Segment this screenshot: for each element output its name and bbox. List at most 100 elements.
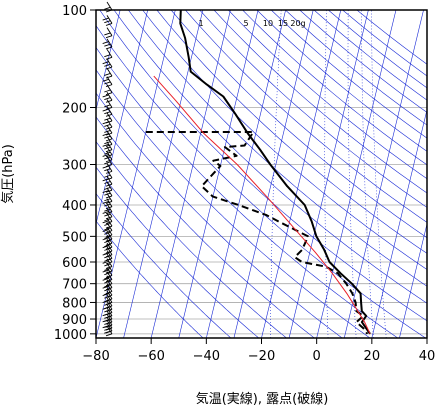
wind-barb-staff [106,234,113,244]
parcel-profile [153,75,371,335]
wind-barb [102,38,113,50]
wind-barb [104,262,113,274]
wind-barb-staff [106,198,113,207]
x-axis-title: 気温(実線), 露点(破線) [196,391,329,407]
wind-barb-staff [106,106,113,115]
wind-barb [104,222,113,234]
x-tick-label: 40 [419,349,436,364]
wind-barb-feather [104,63,111,67]
wind-barb-feather [102,237,109,241]
mixing-ratio-line [347,10,357,338]
isotherm [261,10,342,338]
dry-adiabat [313,10,427,101]
wind-barb-feather [105,159,113,163]
wind-barb [102,92,113,103]
dry-adiabat [356,10,427,65]
wind-barb [104,238,113,250]
wind-barb-feather [102,17,109,21]
wind-barb-staff [106,203,113,213]
wind-barb-staff [106,208,113,218]
wind-barb-feather [104,208,111,212]
wind-barb-feather [102,285,109,289]
y-tick-label: 400 [62,199,87,214]
wind-barb-feather [104,43,111,47]
wind-barb-feather [105,22,113,26]
wind-barb-feather [104,151,111,155]
wind-barb-feather [104,6,111,10]
isotherm [178,10,259,338]
wind-barb-feather [104,81,111,85]
wind-barb-staff [106,279,113,288]
wind-barb-staff [106,230,113,240]
wind-barb-staff [106,141,113,150]
dry-adiabat [96,69,371,338]
wind-barb [104,279,113,291]
wind-barb-feather [104,247,111,251]
isotherm [150,10,231,338]
wind-barb [102,234,113,246]
wind-barb-feather [102,229,109,233]
y-tick-label: 800 [62,296,87,311]
wind-barb-feather [105,35,113,39]
wind-barb-staff [106,319,113,329]
wind-barb-staff [106,67,113,77]
wind-barb [104,84,113,96]
wind-barb-feather [105,46,113,50]
dry-adiabat [156,10,427,254]
wind-barb-feather [105,225,113,229]
wind-barb-feather [104,20,111,24]
pressure-grid [96,9,427,335]
wind-barb-staff [106,253,113,263]
dry-adiabat [113,10,427,304]
dry-adiabat [242,10,427,166]
dry-adiabat [228,10,427,180]
wind-barb-staff [106,156,113,165]
wind-barb-staff [106,294,113,303]
wind-barb-feather [104,255,111,259]
wind-barb-feather [104,288,111,292]
wind-barb-staff [106,246,113,256]
wind-barb-feather [105,92,113,96]
isotherm [288,10,369,338]
wind-barb-feather [104,161,111,165]
mixing-ratio-line [361,10,374,338]
wind-barb-staff [106,99,113,108]
wind-barb-staff [106,76,113,85]
wind-barb-feather [105,242,113,246]
wind-barb-feather [105,75,113,79]
wind-barb-staff [106,15,113,24]
dry-adiabat [128,10,427,287]
wind-barb-staff [106,242,113,252]
wind-barb-feather [105,250,113,254]
isotherm [96,10,121,112]
wind-barb-feather [104,227,111,231]
wind-barb [102,76,113,88]
wind-barb-staff [106,217,113,227]
y-tick-label: 600 [62,256,87,271]
wind-barb-staff [106,222,113,231]
wind-barb-feather [104,244,111,247]
y-tick-label: 300 [62,159,87,174]
wind-barb-feather [105,84,113,88]
wind-barb-feather [102,269,109,273]
wind-barb-feather [102,78,109,82]
wind-barb-staff [106,175,113,185]
wind-barb-feather [104,272,111,276]
wind-barb [102,275,113,287]
mixing-ratio-label: 5 [243,19,248,28]
isotherm [343,10,424,338]
wind-barb-staff [106,325,113,335]
wind-barb-feather [102,277,109,281]
wind-barb-feather [104,263,111,267]
x-tick-label: 20 [364,349,381,364]
x-tick-label: −40 [193,349,220,364]
wind-barb-staff [106,238,113,248]
wind-barb-staff [106,84,113,93]
wind-barb-feather [105,234,113,238]
wind-barb-staff [106,181,113,191]
wind-barb-feather [102,300,109,304]
wind-barb-feather [105,270,113,274]
wind-barb [102,242,113,254]
wind-barb-feather [105,279,113,283]
